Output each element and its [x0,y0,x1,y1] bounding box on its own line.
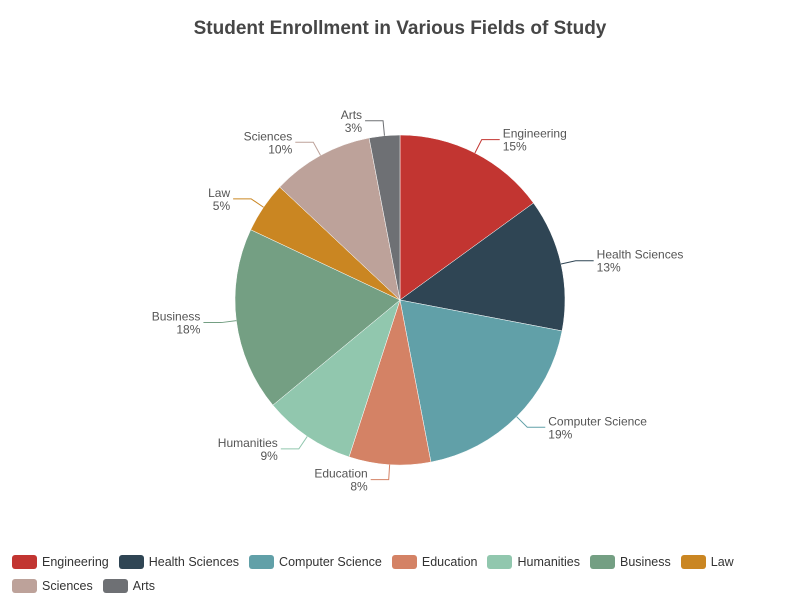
legend-label: Humanities [517,555,581,569]
legend-label: Arts [132,579,155,593]
label-leader-line [295,141,321,156]
slice-label-name: Health Sciences [597,248,684,262]
pie-slice-computer-science[interactable] [399,299,563,463]
label-leader-line [365,120,385,136]
legend-label: Law [710,555,734,569]
slice-label-name: Education [314,467,367,481]
legend-swatch [12,555,37,569]
slice-label-percent: 19% [548,427,572,441]
legend-label: Education [421,555,478,569]
pie-slice-engineering[interactable] [399,134,534,301]
label-leader-line [516,416,546,428]
slice-label-percent: 3% [345,121,363,135]
chart-title: Student Enrollment in Various Fields of … [193,18,607,39]
slice-label-percent: 10% [268,142,292,156]
legend-swatch [12,579,37,593]
slice-label-percent: 8% [350,480,368,494]
legend-swatch [391,555,417,569]
slice-label-name: Humanities [218,436,278,450]
slice-label-name: Business [152,310,201,324]
slice-label-percent: 13% [597,261,621,275]
legend-item-sciences[interactable]: Sciences [12,577,93,595]
label-leader-line [560,260,594,265]
slice-label-percent: 15% [503,140,527,154]
label-leader-line [370,464,391,481]
pie-slice-sciences[interactable] [279,137,401,301]
legend-item-education[interactable]: Education [391,553,478,571]
slice-label-percent: 18% [176,323,200,337]
legend-item-arts[interactable]: Arts [102,577,155,595]
pie-slice-arts[interactable] [368,134,401,301]
legend-swatch [102,579,128,593]
legend-item-computer-science[interactable]: Computer Science [249,553,382,571]
legend-item-law[interactable]: Law [680,553,734,571]
legend-label: Sciences [42,579,93,593]
pie-slice-humanities[interactable] [272,299,401,458]
label-leader-line [203,320,237,324]
slice-label-name: Sciences [244,129,293,143]
legend-label: Engineering [42,555,109,569]
label-leader-line [280,436,308,450]
legend-item-business[interactable]: Business [590,553,671,571]
slice-label-percent: 5% [213,199,231,213]
legend-item-engineering[interactable]: Engineering [12,553,109,571]
legend-swatch [118,555,144,569]
legend-swatch [487,555,513,569]
slice-label-name: Arts [341,108,362,122]
legend-swatch [680,555,706,569]
slice-label-name: Engineering [503,127,567,141]
slice-label-percent: 9% [260,449,278,463]
slice-label-name: Computer Science [548,414,647,428]
legend: Engineering Health Sciences Computer Scien… [12,553,782,595]
legend-swatch [590,555,616,569]
legend-item-health-sciences[interactable]: Health Sciences [118,553,240,571]
pie-slice-health-sciences[interactable] [399,202,566,332]
legend-item-humanities[interactable]: Humanities [487,553,580,571]
legend-label: Health Sciences [148,555,240,569]
legend-swatch [249,555,275,569]
label-leader-line [233,198,264,208]
legend-label: Business [620,555,671,569]
slice-label-name: Law [208,186,230,200]
label-leader-line [474,139,500,154]
legend-label: Computer Science [279,555,382,569]
